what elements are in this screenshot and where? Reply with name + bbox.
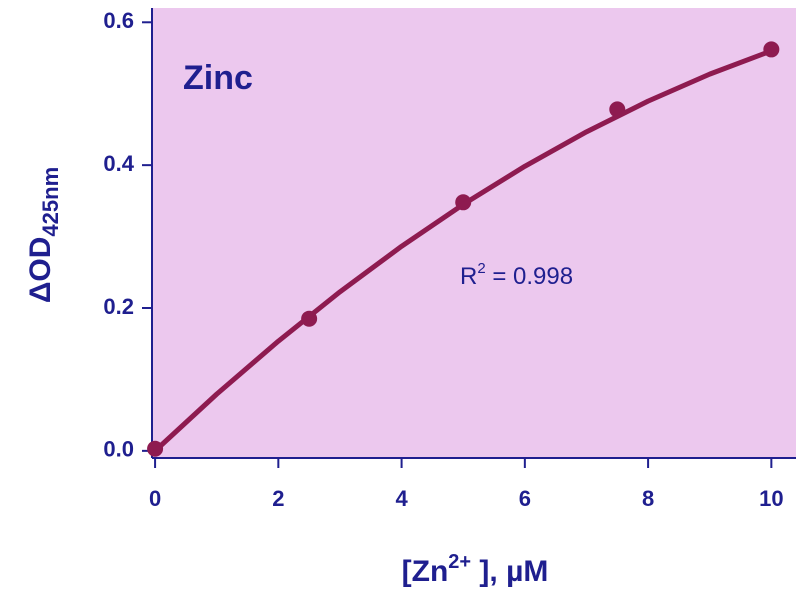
y-tick-label: 0.2	[103, 294, 134, 319]
annotation: Zinc	[183, 59, 253, 97]
y-axis-label: ΔOD425nm	[24, 167, 63, 303]
annotation-part: = 0.998	[486, 263, 573, 290]
y-label-part: ΔOD	[24, 237, 57, 304]
x-tick-label: 10	[759, 486, 783, 511]
x-tick-label: 0	[149, 486, 161, 511]
annotation: R2 = 0.998	[460, 260, 573, 290]
x-label-sup: 2+	[448, 551, 471, 573]
y-tick-label: 0.4	[103, 151, 134, 176]
annotation-part: R	[460, 263, 477, 290]
y-tick-label: 0.0	[103, 437, 134, 462]
fit-line	[153, 48, 773, 453]
x-label-part: [Zn	[402, 555, 449, 588]
x-label-part: ], µM	[471, 555, 548, 588]
y-label-sub: 425nm	[38, 167, 63, 237]
x-tick-label: 8	[642, 486, 654, 511]
x-axis-label: [Zn2+ ], µM	[402, 551, 549, 588]
y-tick-label: 0.6	[103, 8, 134, 33]
annotation-sup: 2	[477, 260, 485, 277]
x-tick-label: 4	[395, 486, 408, 511]
x-tick-label: 2	[272, 486, 284, 511]
x-tick-label: 6	[519, 486, 531, 511]
